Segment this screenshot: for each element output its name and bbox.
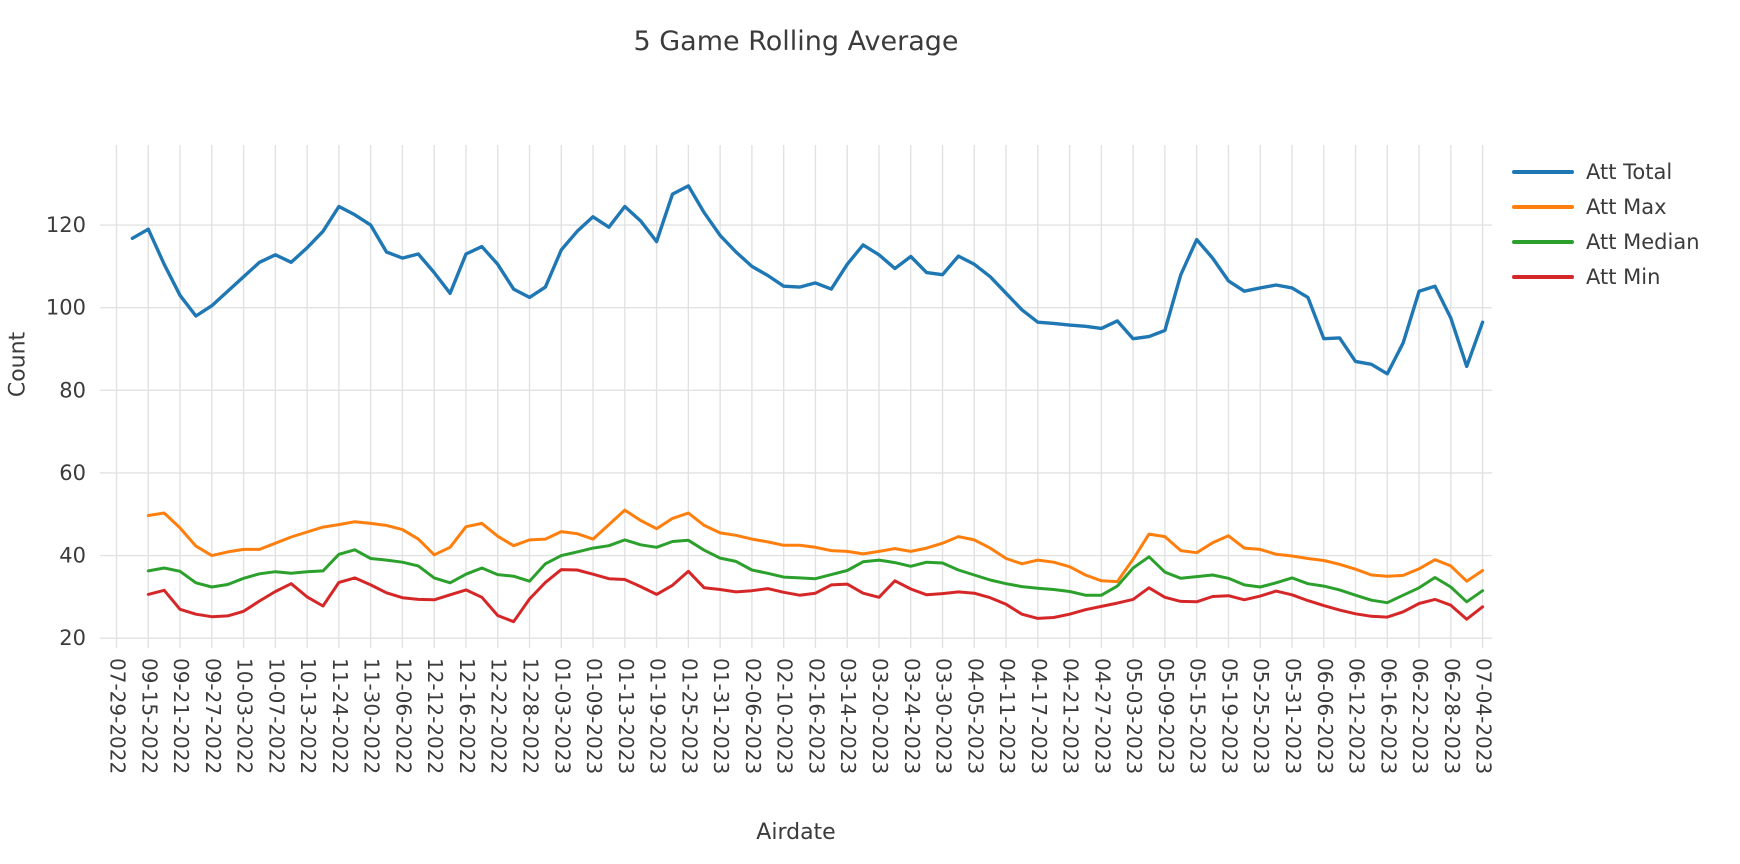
x-tick-label: 12-28-2022 bbox=[519, 658, 543, 774]
x-tick-label: 06-16-2023 bbox=[1376, 658, 1400, 774]
x-tick-label: 12-06-2022 bbox=[391, 658, 415, 774]
y-tick-label: 20 bbox=[59, 626, 86, 650]
x-tick-label: 10-07-2022 bbox=[264, 658, 288, 774]
x-tick-label: 07-29-2022 bbox=[106, 658, 130, 774]
x-tick-label: 01-13-2023 bbox=[614, 658, 638, 774]
x-tick-label: 09-15-2022 bbox=[137, 658, 161, 774]
x-tick-label: 04-17-2023 bbox=[1027, 658, 1051, 774]
x-tick-label: 03-30-2023 bbox=[932, 658, 956, 774]
x-tick-label: 11-24-2022 bbox=[328, 658, 352, 774]
series-line-att-median bbox=[146, 538, 1485, 605]
x-tick-label: 02-06-2023 bbox=[741, 658, 765, 774]
y-tick-label: 40 bbox=[59, 544, 86, 568]
series-line-att-max bbox=[146, 508, 1485, 584]
x-tick-label: 01-19-2023 bbox=[646, 658, 670, 774]
y-tick-label: 60 bbox=[59, 461, 86, 485]
y-axis-label: Count bbox=[5, 331, 31, 398]
x-tick-label: 05-03-2023 bbox=[1122, 658, 1146, 774]
legend: Att Total Att Max Att Median Att Min bbox=[1512, 160, 1700, 289]
legend-line-swatch bbox=[1512, 240, 1574, 244]
x-tick-label: 01-31-2023 bbox=[709, 658, 733, 774]
x-tick-label: 03-24-2023 bbox=[900, 658, 924, 774]
x-tick-label: 07-04-2023 bbox=[1472, 658, 1496, 774]
y-tick-label: 120 bbox=[46, 213, 86, 237]
chart-title: 5 Game Rolling Average bbox=[633, 26, 959, 57]
y-tick-labels: 20 40 60 80 100 120 bbox=[46, 213, 86, 650]
legend-item-label: Att Median bbox=[1586, 230, 1700, 254]
legend-item-att-median: Att Median bbox=[1512, 230, 1700, 254]
legend-line-swatch bbox=[1512, 205, 1574, 209]
x-axis-label: Airdate bbox=[756, 820, 836, 845]
y-tick-label: 80 bbox=[59, 378, 86, 402]
x-tick-label: 01-09-2023 bbox=[582, 658, 606, 774]
series-lines bbox=[130, 184, 1485, 624]
x-tick-label: 02-10-2023 bbox=[773, 658, 797, 774]
legend-item-label: Att Total bbox=[1586, 160, 1673, 184]
x-tick-label: 05-25-2023 bbox=[1249, 658, 1273, 774]
x-tick-label: 03-14-2023 bbox=[836, 658, 860, 774]
x-tick-label: 01-25-2023 bbox=[677, 658, 701, 774]
x-tick-label: 12-16-2022 bbox=[455, 658, 479, 774]
x-tick-label: 10-03-2022 bbox=[233, 658, 257, 774]
x-tick-label: 05-15-2023 bbox=[1186, 658, 1210, 774]
x-tick-label: 02-16-2023 bbox=[804, 658, 828, 774]
x-tick-label: 09-21-2022 bbox=[169, 658, 193, 774]
x-tick-label: 10-13-2022 bbox=[296, 658, 320, 774]
x-tick-label: 12-12-2022 bbox=[423, 658, 447, 774]
x-tick-label: 01-03-2023 bbox=[550, 658, 574, 774]
x-tick-label: 05-19-2023 bbox=[1217, 658, 1241, 774]
x-tick-label: 06-22-2023 bbox=[1408, 658, 1432, 774]
legend-item-label: Att Min bbox=[1586, 265, 1661, 289]
legend-item-att-max: Att Max bbox=[1512, 195, 1700, 219]
x-tick-label: 06-28-2023 bbox=[1440, 658, 1464, 774]
x-tick-label: 05-09-2023 bbox=[1154, 658, 1178, 774]
x-tick-label: 12-22-2022 bbox=[487, 658, 511, 774]
y-tick-label: 100 bbox=[46, 296, 86, 320]
x-tick-label: 03-20-2023 bbox=[868, 658, 892, 774]
gridlines bbox=[100, 145, 1492, 648]
legend-item-label: Att Max bbox=[1586, 195, 1667, 219]
x-tick-label: 04-27-2023 bbox=[1090, 658, 1114, 774]
x-tick-label: 04-05-2023 bbox=[963, 658, 987, 774]
x-tick-labels: 07-29-2022 09-15-2022 09-21-2022 09-27-2022… bbox=[106, 658, 1496, 774]
series-line-att-total bbox=[130, 184, 1485, 376]
legend-line-swatch bbox=[1512, 275, 1574, 279]
x-tick-label: 11-30-2022 bbox=[360, 658, 384, 774]
x-tick-label: 05-31-2023 bbox=[1281, 658, 1305, 774]
x-tick-label: 04-11-2023 bbox=[995, 658, 1019, 774]
x-tick-label: 06-06-2023 bbox=[1313, 658, 1337, 774]
legend-item-att-min: Att Min bbox=[1512, 265, 1700, 289]
legend-line-swatch bbox=[1512, 170, 1574, 174]
x-tick-label: 09-27-2022 bbox=[201, 658, 225, 774]
x-tick-label: 04-21-2023 bbox=[1059, 658, 1083, 774]
series-line-att-min bbox=[146, 568, 1485, 624]
x-tick-label: 06-12-2023 bbox=[1345, 658, 1369, 774]
legend-item-att-total: Att Total bbox=[1512, 160, 1700, 184]
